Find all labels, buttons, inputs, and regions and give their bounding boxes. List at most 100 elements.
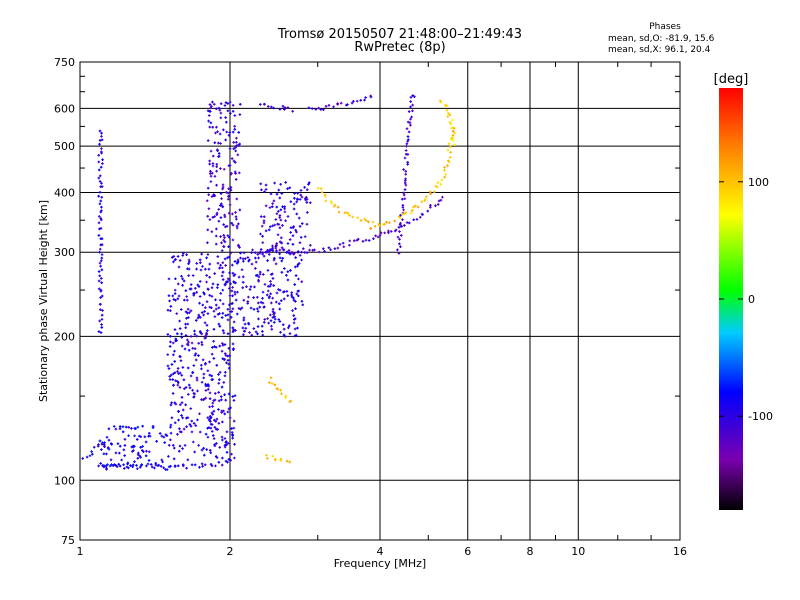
data-point	[194, 319, 198, 322]
data-point	[246, 256, 250, 259]
data-point	[275, 212, 279, 216]
data-point	[105, 452, 108, 456]
data-point	[141, 424, 144, 428]
data-point	[259, 182, 263, 186]
data-point	[215, 442, 218, 445]
data-point	[367, 220, 370, 224]
data-point	[135, 438, 139, 441]
data-point	[213, 272, 216, 275]
data-point	[210, 195, 214, 198]
data-point	[398, 230, 401, 233]
data-point	[216, 313, 220, 316]
data-point	[223, 374, 227, 378]
data-point	[436, 181, 440, 184]
data-point	[440, 178, 444, 182]
data-point	[278, 214, 282, 217]
data-point	[225, 280, 228, 284]
data-point	[298, 254, 302, 257]
data-point	[219, 111, 223, 115]
data-point	[230, 221, 234, 225]
data-point	[227, 362, 230, 366]
data-point	[398, 216, 402, 220]
data-point	[217, 152, 221, 155]
data-point	[198, 466, 201, 469]
data-point	[238, 103, 242, 106]
data-point	[226, 313, 230, 317]
data-point	[285, 290, 289, 293]
data-point	[256, 332, 259, 336]
colorbar-ticks: 100 0 -100	[719, 176, 773, 423]
data-point	[81, 457, 85, 460]
data-point	[147, 459, 151, 462]
data-point	[140, 449, 144, 452]
data-point	[284, 394, 288, 398]
data-point	[100, 294, 104, 298]
data-point	[214, 131, 217, 135]
data-point	[268, 248, 272, 252]
data-point	[286, 270, 290, 273]
data-point	[180, 414, 183, 417]
data-point	[282, 248, 286, 252]
data-point	[214, 307, 218, 311]
data-point	[187, 258, 191, 262]
data-point	[187, 316, 190, 319]
data-point	[169, 335, 172, 338]
data-point	[208, 109, 211, 113]
data-point	[403, 224, 406, 227]
data-point	[147, 434, 150, 438]
data-point	[305, 251, 309, 255]
data-point	[213, 418, 216, 422]
data-point	[369, 95, 373, 99]
data-point	[99, 185, 103, 189]
data-point	[233, 290, 237, 294]
data-point	[288, 238, 292, 241]
data-point	[201, 398, 205, 402]
data-point	[226, 307, 230, 311]
x-axis-ticks: 1 2 4 6 8 10 16	[77, 62, 687, 558]
data-point	[144, 440, 148, 444]
data-point	[210, 306, 213, 310]
data-point	[193, 347, 197, 350]
data-point	[185, 253, 188, 256]
x-tick-label: 6	[464, 545, 471, 558]
data-point	[204, 361, 207, 365]
data-point	[256, 295, 259, 299]
data-point	[218, 108, 222, 112]
data-point	[186, 338, 189, 342]
data-point	[228, 147, 232, 150]
data-point	[176, 297, 180, 301]
data-point	[99, 165, 103, 169]
data-point	[420, 200, 424, 204]
data-point	[207, 119, 210, 123]
data-point	[223, 283, 227, 287]
data-point	[192, 422, 196, 425]
data-point	[181, 284, 184, 287]
data-point	[267, 321, 270, 325]
data-point	[100, 277, 103, 280]
data-point	[451, 126, 455, 129]
data-point	[364, 96, 367, 99]
data-point	[319, 187, 323, 190]
data-point	[279, 241, 283, 244]
data-point	[117, 462, 121, 466]
data-point	[222, 167, 226, 171]
data-point	[209, 121, 213, 125]
y-tick-label: 600	[54, 102, 75, 115]
data-point	[242, 329, 246, 333]
data-point	[444, 173, 447, 176]
data-point	[411, 103, 414, 107]
data-point	[231, 223, 235, 227]
data-point	[101, 158, 104, 161]
data-point	[227, 392, 231, 396]
data-point	[155, 440, 158, 443]
data-point	[193, 392, 197, 396]
data-point	[407, 221, 411, 225]
data-point	[231, 436, 234, 440]
data-point	[210, 374, 214, 378]
data-point	[289, 231, 292, 234]
data-point	[198, 258, 202, 262]
data-point	[403, 181, 407, 185]
data-point	[204, 396, 207, 400]
data-point	[178, 386, 182, 389]
data-point	[221, 438, 224, 442]
